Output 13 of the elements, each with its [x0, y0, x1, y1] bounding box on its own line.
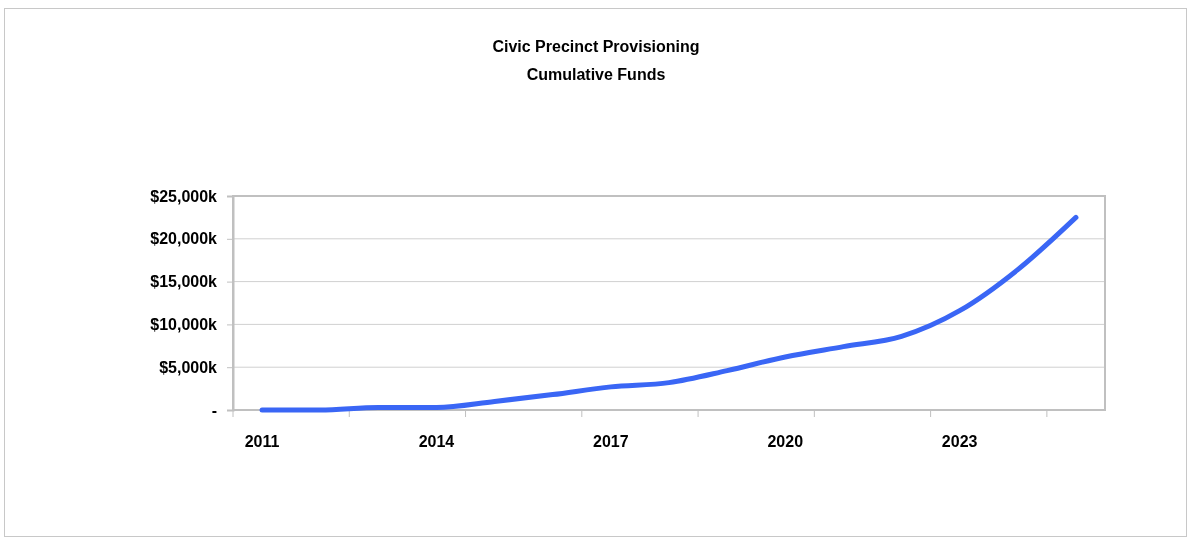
chart-subtitle: Cumulative Funds: [526, 66, 666, 83]
x-tick-label: 2017: [593, 433, 629, 451]
y-tick-label: $25,000k: [150, 187, 218, 205]
chart-title: Civic Precinct Provisioning: [492, 38, 700, 55]
y-tick-label: $15,000k: [150, 273, 218, 291]
x-tick-label: 2023: [941, 433, 978, 451]
y-tick-label: $20,000k: [150, 230, 218, 248]
y-tick-label: $10,000k: [150, 316, 218, 334]
y-tick-label: $5,000k: [159, 358, 218, 376]
x-tick-label: 2011: [244, 433, 280, 451]
x-tick-label: 2020: [767, 433, 804, 451]
y-tick-label: -: [211, 401, 217, 419]
x-tick-label: 2014: [418, 433, 455, 451]
